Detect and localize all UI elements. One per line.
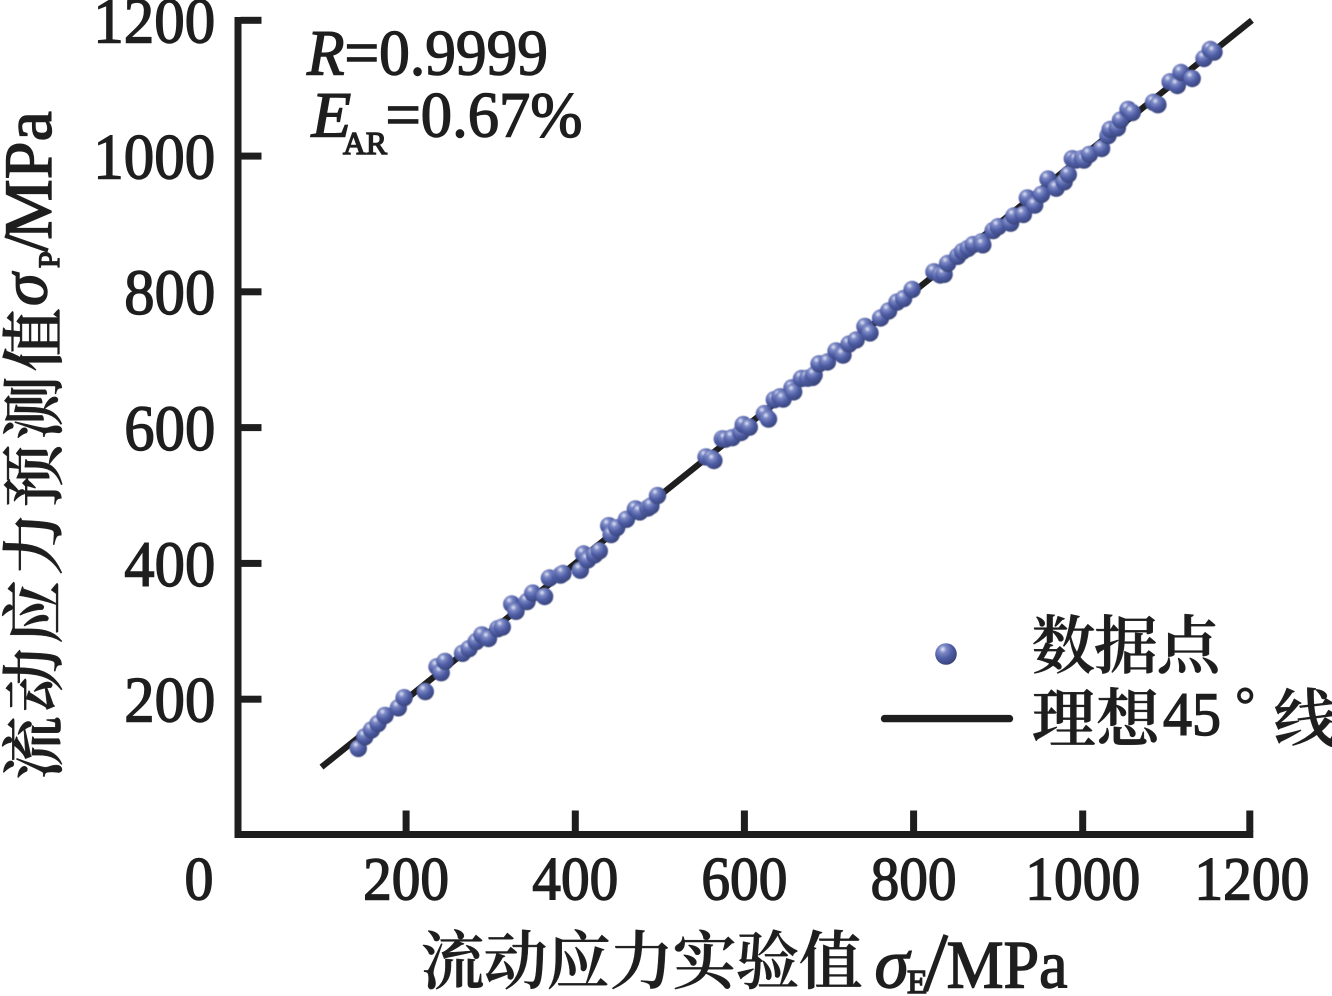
svg-text:P: P xyxy=(33,251,66,268)
svg-text:600: 600 xyxy=(124,393,215,465)
svg-text:1200: 1200 xyxy=(1194,847,1309,914)
svg-text:800: 800 xyxy=(124,257,215,329)
svg-text:R=0.9999: R=0.9999 xyxy=(306,17,548,89)
svg-text:200: 200 xyxy=(124,665,215,737)
svg-text:1000: 1000 xyxy=(1025,847,1140,914)
svg-text:0: 0 xyxy=(185,847,214,914)
svg-text:=0.67%: =0.67% xyxy=(386,79,583,151)
svg-text:E: E xyxy=(311,79,352,151)
svg-text:45: 45 xyxy=(1163,682,1221,749)
svg-text:E: E xyxy=(907,964,928,996)
svg-text:200: 200 xyxy=(363,847,449,914)
svg-text:1000: 1000 xyxy=(93,122,215,194)
svg-text:600: 600 xyxy=(701,847,787,914)
svg-text:MPa: MPa xyxy=(947,927,1068,996)
svg-text:800: 800 xyxy=(871,847,957,914)
svg-text:σ: σ xyxy=(0,271,62,306)
svg-text:400: 400 xyxy=(532,847,618,914)
svg-text:MPa: MPa xyxy=(0,111,66,239)
svg-text:σ: σ xyxy=(875,927,912,996)
svg-text:400: 400 xyxy=(124,529,215,601)
svg-text:AR: AR xyxy=(343,125,388,161)
svg-text:1200: 1200 xyxy=(93,0,215,58)
